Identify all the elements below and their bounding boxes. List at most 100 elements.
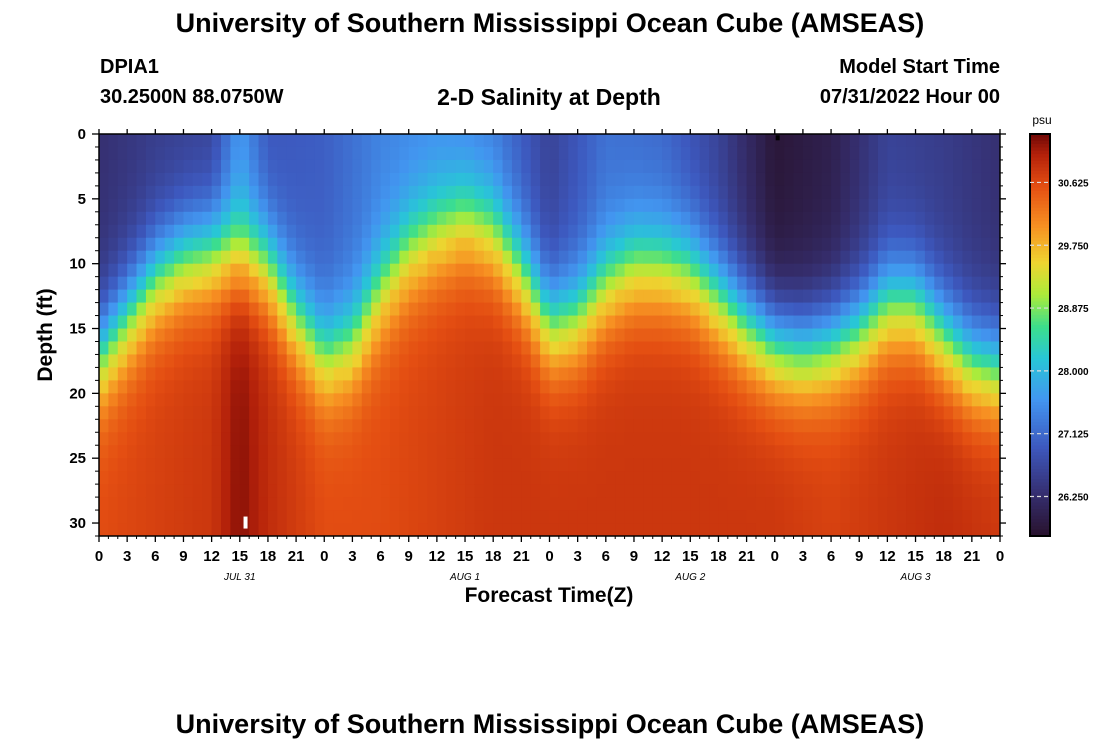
heatmap-cell <box>230 445 241 459</box>
heatmap-cell <box>662 497 673 511</box>
colorbar-segment <box>1030 479 1050 483</box>
heatmap-cell <box>624 341 635 356</box>
heatmap-cell <box>727 289 738 304</box>
heatmap-cell <box>981 302 992 317</box>
heatmap-cell <box>408 432 419 446</box>
heatmap-cell <box>465 419 476 433</box>
heatmap-cell <box>765 198 776 213</box>
heatmap-cell <box>793 341 804 356</box>
heatmap-cell <box>155 510 166 524</box>
heatmap-cell <box>680 185 691 200</box>
heatmap-cell <box>558 289 569 304</box>
heatmap-cell <box>136 263 147 278</box>
heatmap-cell <box>427 341 438 356</box>
heatmap-cell <box>671 484 682 498</box>
heatmap-cell <box>389 367 400 381</box>
heatmap-cell <box>915 367 926 381</box>
heatmap-cell <box>221 134 231 148</box>
heatmap-cell <box>108 380 119 394</box>
heatmap-cell <box>474 211 485 226</box>
heatmap-cell <box>502 134 513 148</box>
heatmap-cell <box>727 497 738 511</box>
heatmap-cell <box>633 146 644 161</box>
heatmap-cell <box>202 224 213 239</box>
heatmap-cell <box>662 406 673 420</box>
heatmap-cell <box>267 445 278 459</box>
heatmap-cell <box>990 185 1000 200</box>
heatmap-cell <box>821 510 832 524</box>
heatmap-cell <box>812 523 823 536</box>
heatmap-cell <box>465 172 476 187</box>
heatmap-cell <box>812 406 823 420</box>
heatmap-cell <box>849 250 860 265</box>
heatmap-cell <box>333 445 344 459</box>
heatmap-cell <box>192 406 203 420</box>
heatmap-cell <box>136 172 147 187</box>
heatmap-cell <box>549 367 560 381</box>
heatmap-cell <box>521 211 532 226</box>
heatmap-cell <box>174 250 185 265</box>
heatmap-cell <box>915 289 926 304</box>
heatmap-cell <box>380 198 391 213</box>
heatmap-cell <box>709 198 720 213</box>
heatmap-cell <box>802 224 813 239</box>
heatmap-cell <box>314 302 325 317</box>
heatmap-cell <box>399 419 410 433</box>
heatmap-cell <box>615 159 626 174</box>
heatmap-cell <box>943 211 954 226</box>
heatmap-cell <box>361 315 372 330</box>
heatmap-cell <box>314 484 325 498</box>
heatmap-cell <box>652 146 663 161</box>
heatmap-cell <box>99 198 109 213</box>
heatmap-cell <box>596 211 607 226</box>
heatmap-cell <box>436 510 447 524</box>
heatmap-cell <box>784 289 795 304</box>
heatmap-cell <box>624 302 635 317</box>
heatmap-cell <box>230 367 241 381</box>
heatmap-cell <box>455 237 466 252</box>
heatmap-cell <box>774 497 785 511</box>
heatmap-cell <box>962 354 973 369</box>
heatmap-cell <box>877 172 888 187</box>
date-label: AUG 1 <box>449 572 480 583</box>
heatmap-cell <box>709 406 720 420</box>
heatmap-cell <box>568 393 579 407</box>
heatmap-cell <box>493 523 504 536</box>
y-tick-label: 5 <box>78 191 86 208</box>
heatmap-cell <box>155 172 166 187</box>
heatmap-cell <box>990 510 1000 524</box>
heatmap-cell <box>540 237 551 252</box>
heatmap-cell <box>568 159 579 174</box>
heatmap-cell <box>258 510 269 524</box>
heatmap-cell <box>371 432 382 446</box>
heatmap-cell <box>605 354 616 369</box>
heatmap-cell <box>530 458 541 472</box>
heatmap-cell <box>436 328 447 343</box>
heatmap-cell <box>652 134 663 148</box>
heatmap-cell <box>549 380 560 394</box>
heatmap-cell <box>915 341 926 356</box>
heatmap-cell <box>174 263 185 278</box>
heatmap-cell <box>709 211 720 226</box>
heatmap-cell <box>699 432 710 446</box>
heatmap-cell <box>249 328 260 343</box>
heatmap-cell <box>849 458 860 472</box>
heatmap-cell <box>831 497 842 511</box>
heatmap-cell <box>943 276 954 291</box>
heatmap-cell <box>436 497 447 511</box>
heatmap-cell <box>174 315 185 330</box>
heatmap-cell <box>371 458 382 472</box>
heatmap-cell <box>943 263 954 278</box>
heatmap-cell <box>727 328 738 343</box>
heatmap-cell <box>662 289 673 304</box>
heatmap-cell <box>605 328 616 343</box>
heatmap-cell <box>540 159 551 174</box>
heatmap-cell <box>455 159 466 174</box>
heatmap-cell <box>502 315 513 330</box>
heatmap-cell <box>455 328 466 343</box>
heatmap-cell <box>859 523 870 536</box>
heatmap-cell <box>737 380 748 394</box>
heatmap-cell <box>174 172 185 187</box>
heatmap-cell <box>699 380 710 394</box>
heatmap-cell <box>418 237 429 252</box>
